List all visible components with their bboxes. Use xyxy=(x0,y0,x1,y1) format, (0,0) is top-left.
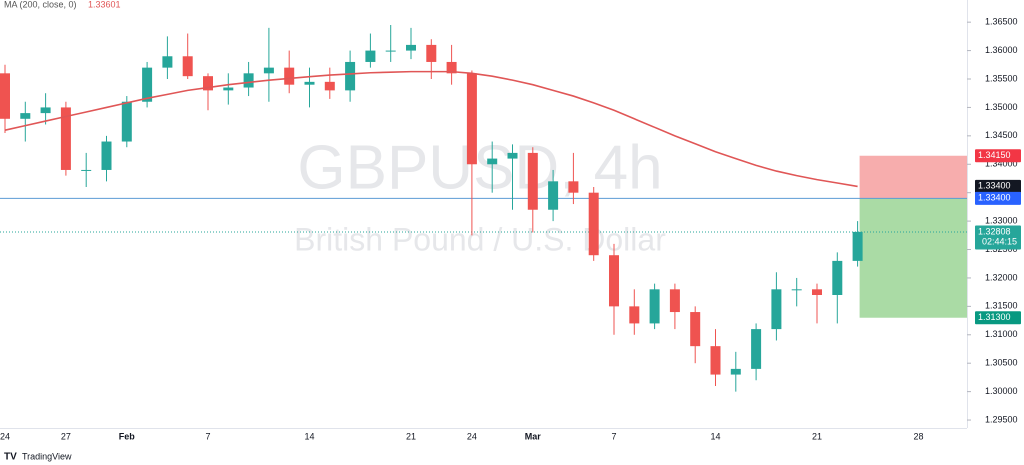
y-tick-label: 1.31000 xyxy=(985,329,1018,339)
indicator-name: MA (200, close, 0) xyxy=(4,0,77,9)
candle-body xyxy=(406,44,416,51)
candle-body xyxy=(365,50,376,62)
ma-axis-label-box xyxy=(975,179,1021,193)
brand: TV TradingView xyxy=(4,451,72,462)
brand-name: TradingView xyxy=(22,451,72,461)
candle-body xyxy=(284,67,295,85)
x-tick-label: 14 xyxy=(304,431,314,441)
y-tick-label: 1.30000 xyxy=(985,386,1018,396)
candle-body xyxy=(852,231,863,261)
candle-body xyxy=(669,289,680,313)
y-tick-label: 1.30500 xyxy=(985,358,1018,368)
last-price-label-box xyxy=(975,225,1021,250)
x-tick-label: 7 xyxy=(205,431,210,441)
candle-body xyxy=(466,73,477,165)
y-tick-label: 1.32000 xyxy=(985,272,1018,282)
x-tick-label: 21 xyxy=(812,431,822,441)
candle-body xyxy=(791,289,802,291)
y-tick-label: 1.35500 xyxy=(985,73,1018,83)
candle-body xyxy=(263,67,274,74)
x-tick-label: 27 xyxy=(61,431,71,441)
candle-body xyxy=(243,73,254,88)
x-tick-label: Feb xyxy=(119,431,136,441)
x-tick-label: 21 xyxy=(406,431,416,441)
candle-body xyxy=(426,44,437,62)
candle-body xyxy=(629,306,640,324)
stop-label-box xyxy=(975,149,1021,163)
x-tick-label: Mar xyxy=(525,431,542,441)
candle-body xyxy=(751,329,762,369)
y-tick-label: 1.36500 xyxy=(985,17,1018,27)
target-label: 1.31300 xyxy=(978,312,1011,322)
x-tick-label: 28 xyxy=(913,431,923,441)
candle-body xyxy=(548,181,559,210)
candle-body xyxy=(20,113,31,119)
candle-body xyxy=(568,181,579,193)
candle-body xyxy=(446,61,457,74)
watermark-subtitle: British Pound / U.S. Dollar xyxy=(294,221,666,257)
candle-body xyxy=(649,289,660,324)
candle-body xyxy=(812,289,822,295)
target-label-box xyxy=(975,311,1021,325)
y-tick-label: 1.31500 xyxy=(985,301,1018,311)
candle-body xyxy=(81,169,92,171)
candle-body xyxy=(710,346,721,375)
ma-axis-label: 1.33400 xyxy=(978,181,1011,191)
y-tick-label: 1.34000 xyxy=(985,159,1018,169)
candle-body xyxy=(771,289,782,330)
ma-line xyxy=(4,70,858,188)
x-tick-label: 14 xyxy=(710,431,720,441)
y-tick-label: 1.36000 xyxy=(985,45,1018,55)
candle-body xyxy=(182,56,193,77)
watermark-title: GBPUSD, 4h xyxy=(297,133,662,202)
y-tick-label: 1.29500 xyxy=(985,414,1018,424)
candle-body xyxy=(203,76,213,91)
candle-body xyxy=(324,81,335,91)
candle-body xyxy=(588,192,599,256)
countdown: 02:44:15 xyxy=(982,236,1017,246)
candle-body xyxy=(223,87,234,91)
candle-body xyxy=(345,61,356,91)
candle-body xyxy=(101,141,112,170)
stop-label: 1.34150 xyxy=(978,150,1011,160)
candle-body xyxy=(0,73,10,119)
candle-body xyxy=(527,152,538,210)
candle-body xyxy=(40,107,51,114)
entry-label-box xyxy=(975,191,1021,205)
candle-body xyxy=(60,107,71,170)
candle-body xyxy=(609,255,619,307)
x-tick-label: 24 xyxy=(467,431,477,441)
candle-body xyxy=(142,67,153,102)
candle-body xyxy=(385,50,396,52)
last-price-label: 1.32808 xyxy=(978,226,1011,236)
entry-label: 1.33400 xyxy=(978,193,1011,203)
y-tick-label: 1.35000 xyxy=(985,102,1018,112)
y-tick-label: 1.34500 xyxy=(985,130,1018,140)
stop-zone xyxy=(859,155,967,199)
candle-body xyxy=(162,56,173,68)
x-tick-label: 24 xyxy=(0,431,10,441)
indicator-value: 1.33601 xyxy=(88,0,121,9)
candle-body xyxy=(730,368,741,375)
candle-body xyxy=(487,158,498,165)
x-tick-label: 7 xyxy=(611,431,616,441)
candle-body xyxy=(304,81,315,85)
candle-body xyxy=(121,101,132,142)
y-tick-label: 1.33000 xyxy=(985,215,1018,225)
candle-body xyxy=(832,260,843,295)
brand-logo: TV xyxy=(4,452,17,463)
target-zone xyxy=(859,198,967,318)
candle-body xyxy=(507,152,518,159)
candle-body xyxy=(690,312,701,347)
